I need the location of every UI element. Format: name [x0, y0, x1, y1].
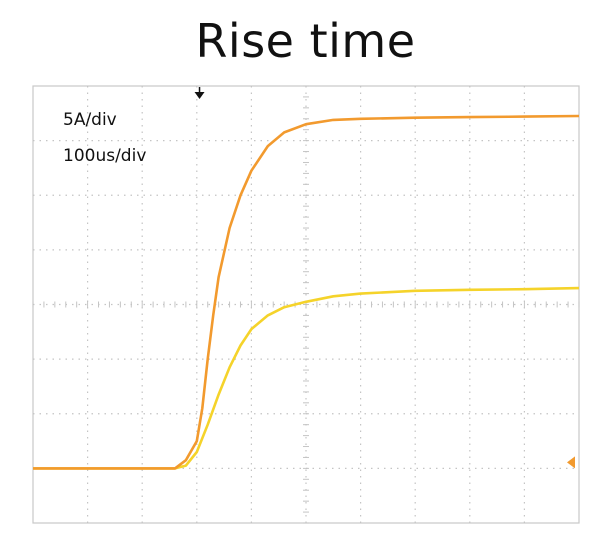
chart-title: Rise time [195, 14, 416, 68]
trace-line [33, 286, 580, 470]
trace-line [33, 114, 580, 470]
trigger-marker-icon [194, 92, 205, 99]
vertical-scale-label: 5A/div [63, 110, 117, 130]
ground-marker-icon [567, 456, 575, 469]
horizontal-scale-label: 100us/div [63, 146, 147, 166]
